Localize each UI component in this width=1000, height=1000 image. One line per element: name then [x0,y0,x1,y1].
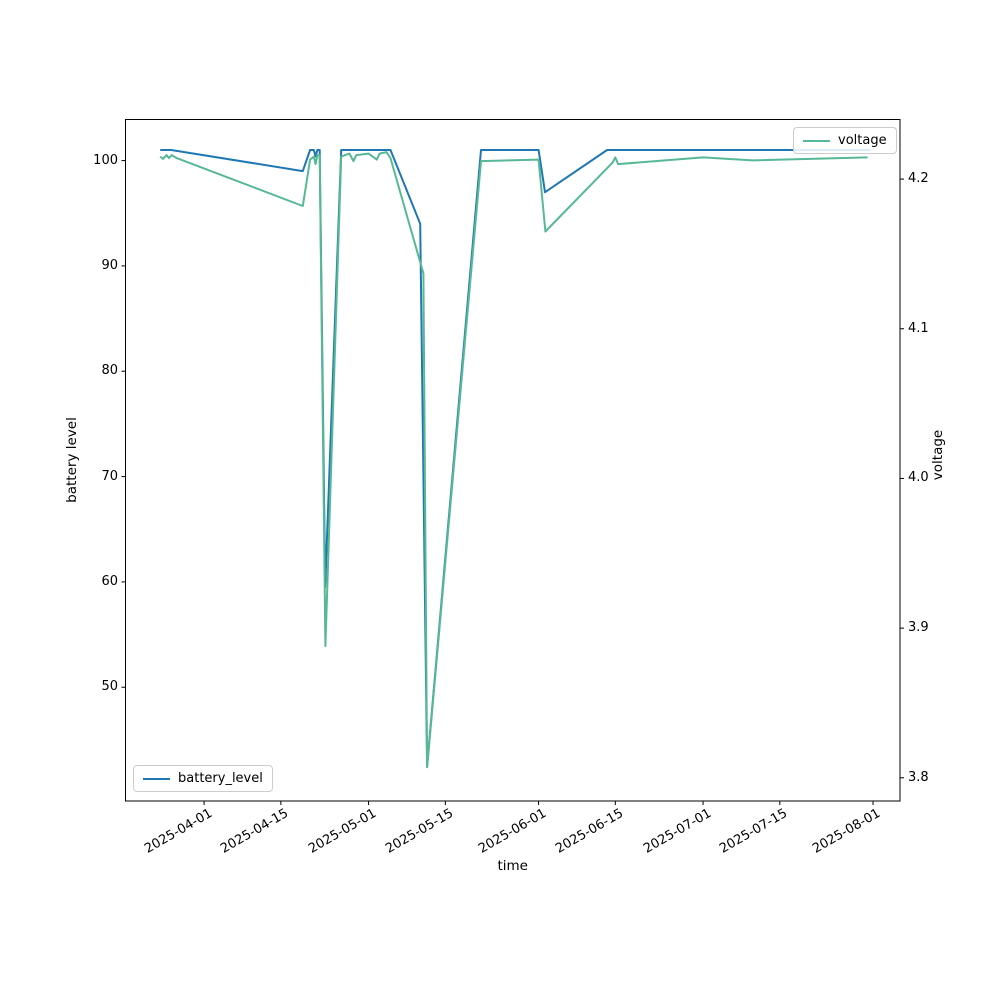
axes-spines [125,119,901,802]
y-axis-label-left: battery level [64,417,80,504]
y-left-tick-label: 100 [93,152,118,168]
y-left-tick-label: 50 [101,679,118,695]
legend-voltage: voltage [793,127,897,154]
voltage-line [159,151,868,769]
y-right-tick-label: 3.8 [908,769,929,785]
tick-marks [121,160,904,805]
y-right-tick-label: 4.2 [908,171,929,187]
y-left-tick-label: 60 [101,573,118,589]
voltage-legend-line-sample [803,139,830,142]
battery_level-line [160,149,871,768]
y-left-tick-label: 80 [101,363,118,379]
legend-battery-level: battery_level [133,765,273,792]
y-axis-label-right: voltage [930,430,946,481]
y-left-tick-label: 70 [101,468,118,484]
y-left-tick-label: 90 [101,257,118,273]
battery-level-legend-line-sample [143,777,170,780]
series-lines [159,149,871,769]
y-right-tick-label: 4.1 [908,320,929,336]
y-right-tick-label: 3.9 [908,620,929,636]
battery-level-legend-label: battery_level [178,771,263,786]
voltage-legend-label: voltage [838,133,887,148]
y-right-tick-label: 4.0 [908,470,929,486]
x-axis-label: time [497,858,528,874]
